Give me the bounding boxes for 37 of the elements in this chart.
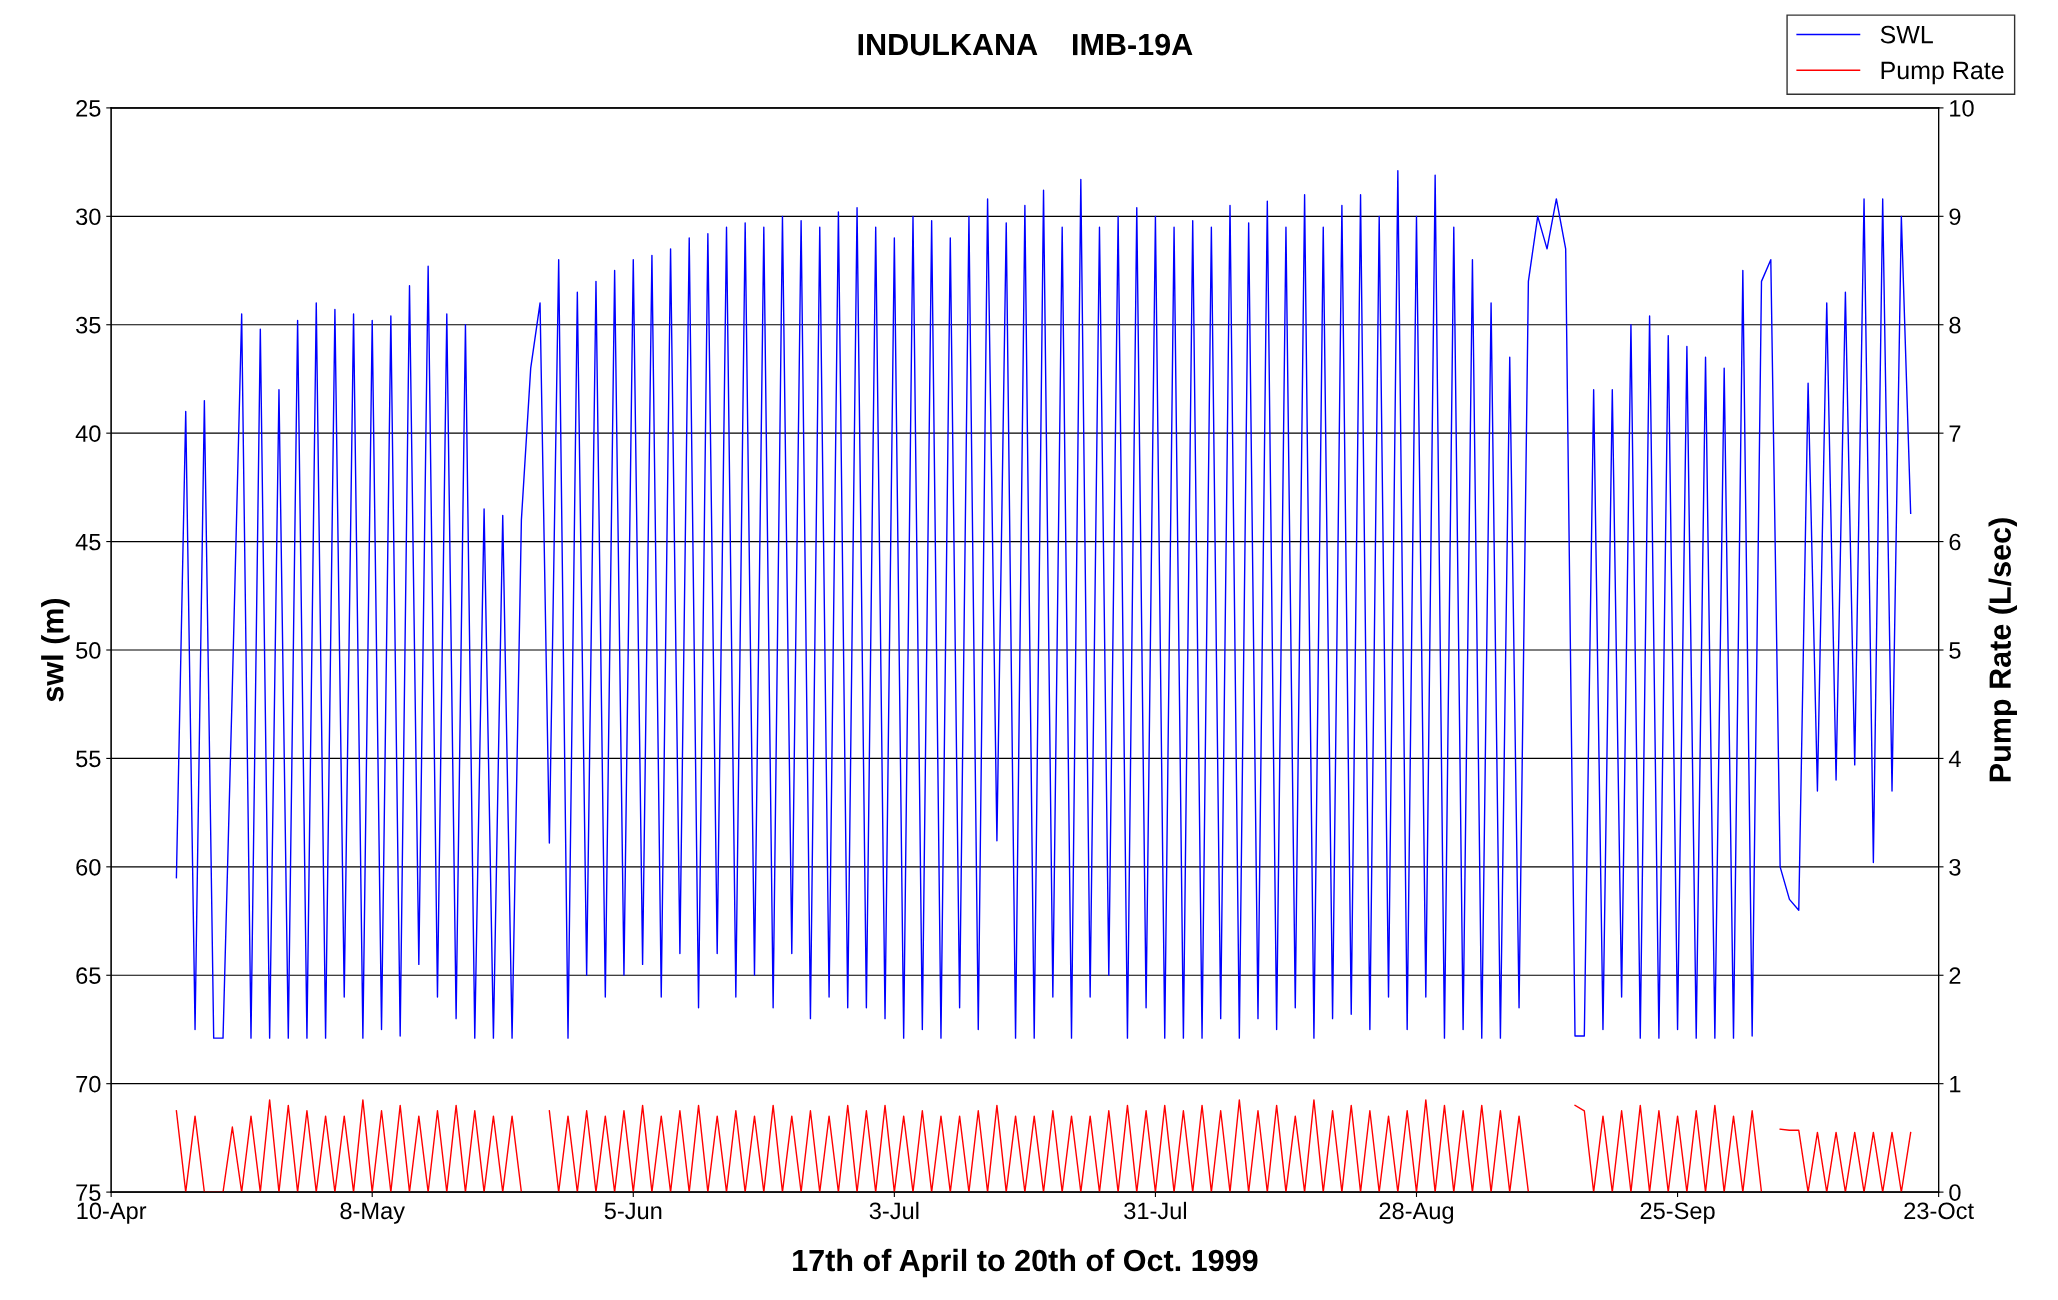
y2-axis-title: Pump Rate (L/sec) (1988, 518, 2017, 782)
x-tick-label: 23-Oct (1904, 1202, 1974, 1220)
y-tick-label: 40 (75, 425, 101, 442)
y-tick-label: 45 (75, 533, 101, 551)
y-tick-label: 70 (76, 1075, 101, 1093)
x-axis-title: 17th of April to 20th of Oct. 1999 (793, 1248, 1258, 1278)
y2-tick-label: 7 (1949, 425, 1961, 442)
y-tick-label: 60 (76, 858, 101, 876)
y2-tick-label: 9 (1949, 208, 1961, 226)
y-tick-label: 65 (76, 967, 101, 985)
y2-tick-label: 8 (1949, 316, 1961, 334)
y-tick-label: 55 (76, 750, 101, 768)
y2-tick-label: 6 (1949, 533, 1961, 551)
y-tick-label: 75 (76, 1184, 101, 1201)
y2-tick-label: 2 (1949, 967, 1961, 984)
legend-label: Pump Rate (1881, 61, 2004, 85)
chart-title: INDULKANA IMB-19A (858, 33, 1193, 56)
x-tick-label: 31-Jul (1124, 1201, 1186, 1220)
y2-tick-label: 0 (1949, 1184, 1961, 1201)
y2-tick-label: 5 (1949, 642, 1961, 659)
y2-tick-label: 10 (1950, 99, 1974, 117)
x-tick-label: 8-May (340, 1202, 405, 1224)
x-tick-label: 5-Jun (604, 1202, 662, 1220)
line-series (175, 170, 1912, 1039)
y2-tick-label: 3 (1949, 858, 1961, 876)
y2-tick-label: 1 (1950, 1075, 1961, 1093)
x-tick-label: 28-Aug (1379, 1202, 1454, 1224)
x-tick-label: 10-Apr (77, 1202, 147, 1224)
legend-label: SWL (1880, 25, 1933, 44)
x-tick-label: 25-Sep (1640, 1202, 1715, 1224)
y-tick-label: 25 (76, 99, 101, 117)
y-axis-title: swl (m) (41, 598, 70, 702)
y-tick-label: 50 (76, 642, 101, 659)
y-tick-label: 30 (76, 208, 101, 226)
y2-tick-label: 4 (1948, 750, 1961, 767)
y-tick-label: 35 (76, 316, 101, 334)
x-tick-label: 3-Jul (869, 1201, 919, 1220)
